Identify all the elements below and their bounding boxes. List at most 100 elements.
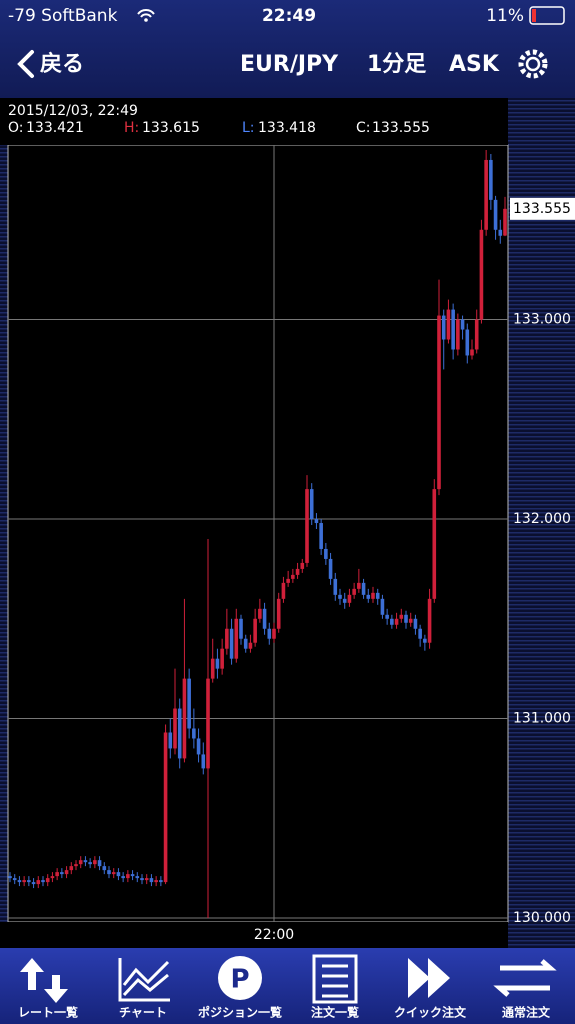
orders-icon-lines <box>322 964 348 998</box>
candle-body <box>163 732 168 883</box>
candle-body <box>484 159 488 230</box>
candle-body <box>314 519 319 524</box>
candle-body <box>121 876 125 879</box>
candle-body <box>253 618 257 643</box>
candle-body <box>41 880 45 883</box>
candle-body <box>229 628 234 659</box>
candle-body <box>361 582 366 595</box>
back-icon[interactable] <box>17 50 34 78</box>
candle-body <box>375 592 380 599</box>
candle-body <box>366 594 371 599</box>
candle-body <box>45 878 50 883</box>
high-label: H: <box>124 120 139 136</box>
tab-label[interactable]: クイック注文 <box>394 1005 467 1020</box>
candle-body <box>126 874 130 879</box>
candle-body <box>347 594 352 603</box>
candle-body <box>140 878 144 881</box>
candle-body <box>215 658 220 669</box>
battery-level: 11% <box>486 6 524 26</box>
candle-body <box>465 329 470 356</box>
candle-body <box>36 880 41 885</box>
timeframe[interactable]: 1分足 <box>367 52 426 77</box>
candle-body <box>93 860 97 865</box>
orders-icon[interactable] <box>312 954 358 1004</box>
candle-body <box>441 315 446 340</box>
tab-label[interactable]: レート一覧 <box>18 1005 78 1020</box>
back-button[interactable]: 戻る <box>40 51 84 77</box>
last-price-label: 133.555 <box>513 201 571 217</box>
settings-icon[interactable] <box>518 49 548 79</box>
plot-area <box>7 144 509 923</box>
carrier: -79 SoftBank <box>8 6 118 26</box>
candle-body <box>206 678 210 769</box>
pair: EUR/JPY <box>240 52 339 77</box>
header-bg <box>0 0 575 98</box>
candle-body <box>60 872 64 875</box>
candle-body <box>31 882 36 885</box>
candle-body <box>503 208 507 236</box>
info-bg <box>0 98 508 145</box>
candle-body <box>305 489 309 563</box>
candle-body <box>50 876 55 879</box>
tab-label[interactable]: チャート <box>119 1006 167 1020</box>
chart-icon[interactable] <box>118 958 170 1002</box>
candle-body <box>418 628 422 639</box>
candle-body <box>22 880 26 883</box>
position-icon-p: P <box>230 965 249 995</box>
candle-body <box>239 618 243 639</box>
candle-body <box>338 594 342 599</box>
candle-body <box>324 548 328 559</box>
candle-body <box>258 608 262 619</box>
candle-body <box>83 860 88 863</box>
candle-body <box>295 568 300 575</box>
candle-body <box>64 870 69 875</box>
tab-bar <box>0 948 575 1024</box>
candle-body <box>380 598 385 615</box>
x-tick-label: 22:00 <box>254 927 294 943</box>
candle-body <box>390 618 394 625</box>
candle-body <box>404 614 408 623</box>
low-label: L: <box>242 120 255 136</box>
candle-body <box>371 592 375 599</box>
candle-body <box>97 860 102 867</box>
tab-label[interactable]: 通常注文 <box>502 1005 551 1020</box>
tab-labels: レート一覧 チャート ポジション一覧 注文一覧 クイック注文 通常注文 <box>18 1005 551 1020</box>
low-value: 133.418 <box>258 120 316 136</box>
y-tick-label: 132.000 <box>513 511 571 527</box>
candle-body <box>168 732 173 749</box>
candle-body <box>498 229 503 236</box>
order-icon[interactable] <box>493 959 557 997</box>
candle-body <box>17 880 22 883</box>
candle-body <box>27 880 31 883</box>
quick-order-icon[interactable] <box>408 958 450 998</box>
candle-body <box>413 618 418 629</box>
candle-body <box>192 728 196 739</box>
candle-body <box>272 628 276 639</box>
candle-body <box>319 523 323 549</box>
wifi-dot <box>144 18 148 22</box>
candle-body <box>408 618 413 623</box>
candle-body <box>107 870 111 875</box>
position-icon[interactable] <box>218 956 262 1000</box>
candle-body <box>177 708 182 759</box>
candle-body <box>281 582 286 599</box>
tab-label[interactable]: 注文一覧 <box>311 1005 359 1020</box>
y-tick-label: 133.000 <box>513 312 571 328</box>
side[interactable]: ASK <box>449 52 500 77</box>
candle-body <box>291 574 295 579</box>
last-price-box <box>510 197 575 220</box>
candle-body <box>385 614 389 619</box>
candle-body <box>182 678 187 759</box>
battery-icon <box>529 6 565 25</box>
candle-body <box>427 598 432 643</box>
candle-body <box>130 874 135 877</box>
candle-body <box>243 638 248 649</box>
candle-body <box>149 878 154 883</box>
candle-body <box>470 349 474 356</box>
rate-icon[interactable] <box>20 958 68 1003</box>
open-value: 133.421 <box>26 120 84 136</box>
candle-body <box>74 864 78 867</box>
tab-label[interactable]: ポジション一覧 <box>198 1005 282 1020</box>
candle-body <box>493 199 498 230</box>
